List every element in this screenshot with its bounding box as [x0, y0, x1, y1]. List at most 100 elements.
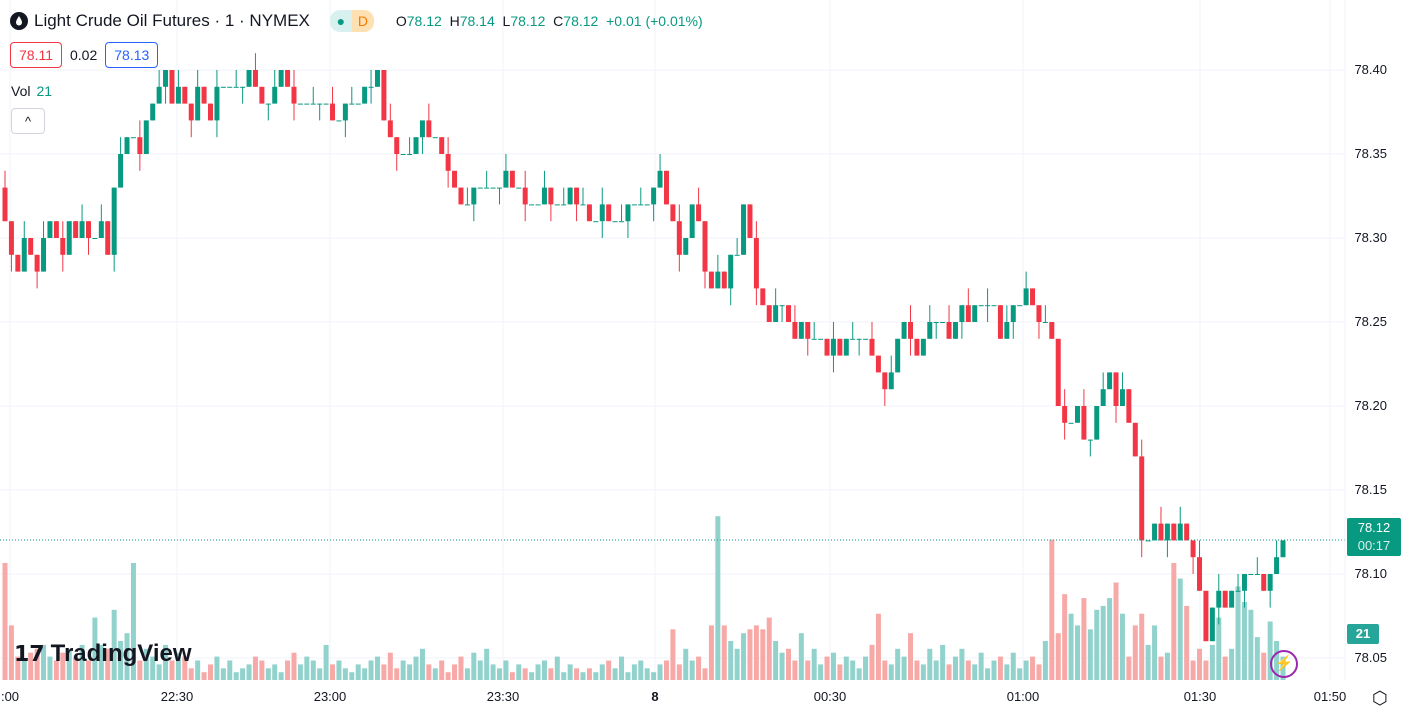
volume-bar	[1049, 539, 1055, 680]
volume-bar	[1055, 633, 1061, 680]
candle-body	[1010, 305, 1016, 322]
tradingview-logo[interactable]: 𝟭𝟳 TradingView	[14, 640, 192, 667]
candle-body	[1222, 590, 1228, 608]
candle-body	[1216, 590, 1222, 608]
volume-bar	[484, 648, 490, 680]
candle-body	[79, 221, 85, 238]
volume-bar	[208, 664, 214, 680]
volume-bar	[516, 664, 522, 680]
volume-bar	[92, 617, 98, 680]
volume-bar	[53, 660, 59, 680]
candle-body	[246, 70, 252, 87]
chevron-up-icon: ^	[24, 113, 32, 129]
volume-bar	[252, 656, 258, 680]
volume-bar	[850, 660, 856, 680]
volume-bar	[1087, 629, 1093, 680]
volume-bar	[908, 633, 914, 680]
candle-body	[1158, 523, 1164, 541]
candle-body	[220, 86, 226, 88]
volume-bar	[670, 629, 676, 680]
volume-bar	[1081, 598, 1087, 680]
candle-body	[644, 204, 650, 206]
candle-body	[1036, 305, 1042, 322]
spread-value: 0.02	[70, 47, 98, 63]
collapse-legend-button[interactable]: ^	[11, 108, 45, 134]
candle-body	[336, 120, 342, 122]
candle-body	[304, 103, 310, 105]
volume-bar	[1094, 609, 1100, 680]
candle-body	[137, 137, 143, 154]
candle-body	[895, 338, 901, 373]
volume-bar	[1139, 613, 1145, 680]
settings-hexagon-icon[interactable]: ⬡	[1372, 688, 1388, 708]
volume-bar	[336, 660, 342, 680]
volume-bar	[965, 660, 971, 680]
candle-body	[1164, 523, 1170, 541]
volume-bar	[1068, 613, 1074, 680]
volume-bar	[509, 672, 515, 680]
volume-bar	[1036, 664, 1042, 680]
candle-body	[1119, 389, 1125, 406]
candle-body	[785, 305, 791, 322]
candle-body	[612, 221, 618, 223]
candle-body	[259, 86, 265, 104]
candle-body	[156, 86, 162, 104]
volume-bar	[599, 664, 605, 680]
candle-body	[522, 187, 528, 205]
candle-body	[458, 187, 464, 205]
time-tick-label: 01:50	[1313, 689, 1347, 704]
volume-bar	[214, 656, 220, 680]
volume-bar	[374, 656, 380, 680]
volume-bar	[439, 660, 445, 680]
market-status-pill[interactable]: ● D	[329, 10, 374, 32]
candle-body	[1126, 389, 1132, 423]
candle-body	[927, 322, 933, 339]
candle-body	[464, 204, 470, 206]
volume-bar	[580, 672, 586, 680]
candle-body	[8, 221, 14, 255]
volume-bar	[291, 652, 297, 680]
candle-body	[978, 305, 984, 307]
volume-bar	[689, 660, 695, 680]
volume-bar	[73, 656, 79, 680]
volume-bar	[272, 664, 278, 680]
candle-body	[715, 271, 721, 289]
candle-body	[805, 322, 811, 339]
volume-bar	[490, 664, 496, 680]
candle-body	[1274, 557, 1280, 574]
candle-body	[2, 187, 8, 222]
candle-body	[1004, 322, 1010, 339]
volume-bar	[156, 664, 162, 680]
volume-bar	[574, 668, 580, 680]
candle-body	[1139, 456, 1145, 541]
candle-body	[21, 238, 27, 272]
candle-body	[580, 204, 586, 206]
sell-price-button[interactable]: 78.11	[10, 42, 62, 68]
candle-body	[330, 103, 336, 121]
volume-bar	[169, 660, 175, 680]
volume-bar	[220, 668, 226, 680]
candle-body	[1177, 523, 1183, 541]
volume-bar	[606, 660, 612, 680]
volume-bar	[362, 668, 368, 680]
volume-bar	[1113, 582, 1119, 680]
candle-body	[811, 338, 817, 340]
volume-bar	[47, 656, 53, 680]
candle-body	[548, 187, 554, 205]
volume-bar	[8, 625, 14, 680]
volume-bar	[644, 668, 650, 680]
lightning-icon[interactable]: ⚡	[1270, 650, 1298, 678]
candle-body	[15, 254, 21, 272]
symbol-title[interactable]: Light Crude Oil Futures · 1 · NYMEX	[34, 11, 310, 30]
candle-body	[285, 70, 291, 87]
buy-price-button[interactable]: 78.13	[105, 42, 159, 68]
volume-bar	[696, 656, 702, 680]
volume-bar	[1023, 660, 1029, 680]
candle-body	[419, 120, 425, 138]
candle-body	[150, 103, 156, 121]
volume-bar	[901, 656, 907, 680]
delayed-data-badge: D	[351, 10, 374, 32]
candle-body	[1261, 574, 1267, 591]
candle-body	[28, 238, 34, 255]
